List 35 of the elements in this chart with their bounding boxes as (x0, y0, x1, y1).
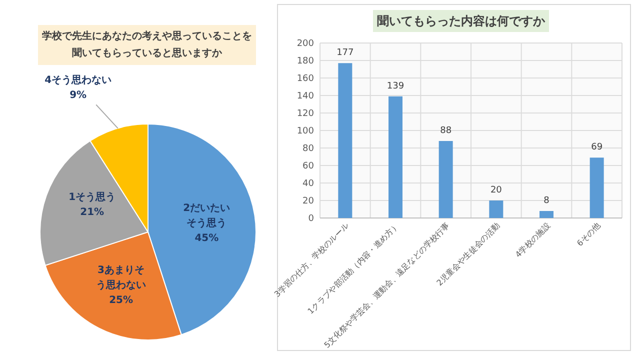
data-label: 88 (440, 126, 452, 136)
slice-label: 2だいたいそう思う (182, 202, 232, 231)
data-label: 21% (79, 206, 106, 220)
y-tick-label: 200 (296, 39, 314, 49)
y-tick-label: 20 (302, 196, 314, 206)
data-label: 9% (68, 88, 88, 103)
y-tick-label: 80 (302, 144, 314, 154)
y-tick-label: 180 (296, 56, 314, 66)
data-label: 139 (386, 81, 404, 92)
x-tick-label: 4学校の施設 (514, 221, 552, 260)
data-label: 20 (490, 186, 502, 196)
data-label: 69 (591, 142, 603, 153)
data-label: 25% (108, 294, 134, 308)
y-tick-label: 120 (296, 109, 314, 119)
bar (388, 96, 402, 218)
chart-title: 聞いてもらった内容は何ですか (373, 10, 549, 32)
data-label: 177 (336, 48, 354, 58)
data-label: 8 (544, 196, 550, 206)
chart-title: 学校で先生にあなたの考えや思っていることを聞いてもらっていると思いますか (38, 25, 256, 65)
x-tick-label: 6その他 (575, 221, 602, 248)
slice-label: 3あまりそう思わない (95, 264, 148, 293)
bar (540, 211, 554, 218)
y-tick-label: 160 (296, 74, 314, 84)
bar (489, 200, 504, 218)
bar (338, 63, 352, 218)
bar (590, 158, 604, 218)
data-label: 45% (194, 232, 220, 246)
y-tick-label: 140 (296, 92, 314, 102)
y-tick-label: 0 (308, 214, 314, 224)
slice-label: 4そう思わない (44, 74, 113, 88)
y-tick-label: 40 (302, 179, 314, 189)
slice-label: 1そう思う (68, 190, 117, 205)
bar (438, 141, 453, 218)
y-tick-label: 100 (296, 126, 314, 136)
y-tick-label: 60 (302, 162, 314, 172)
